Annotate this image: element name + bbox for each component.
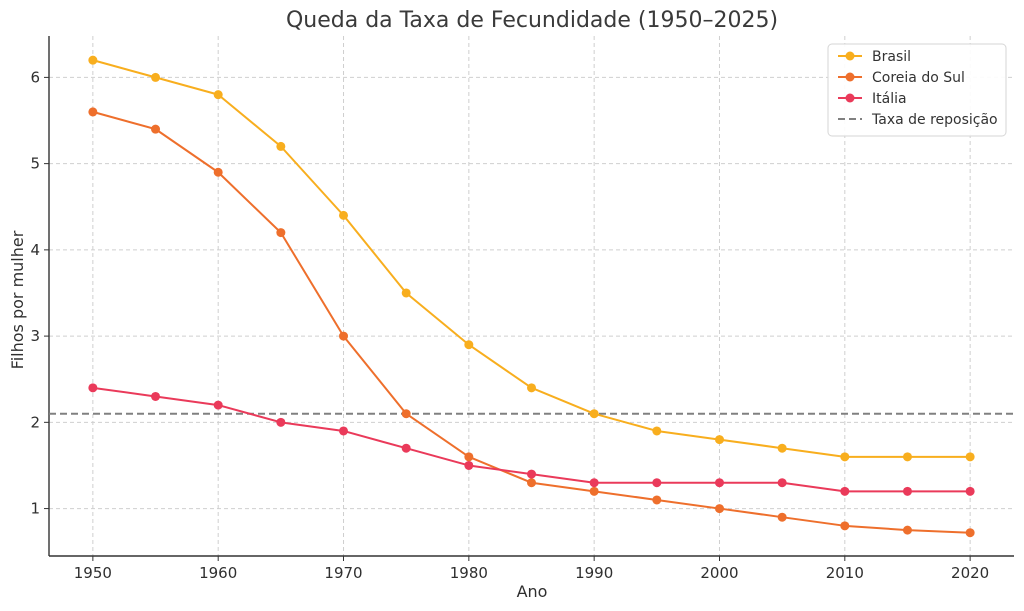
data-point-italia bbox=[339, 426, 349, 436]
data-point-coreia-do-sul bbox=[213, 167, 223, 177]
x-axis-label: Ano bbox=[517, 582, 548, 601]
data-point-italia bbox=[652, 478, 662, 488]
data-point-coreia-do-sul bbox=[652, 495, 662, 505]
data-point-italia bbox=[527, 469, 536, 479]
y-tick-label: 5 bbox=[30, 155, 40, 173]
data-point-italia bbox=[401, 443, 411, 453]
data-point-brasil bbox=[151, 72, 161, 82]
data-point-brasil bbox=[339, 210, 349, 220]
data-point-coreia-do-sul bbox=[88, 107, 98, 117]
data-point-brasil bbox=[777, 443, 787, 453]
data-point-coreia-do-sul bbox=[339, 331, 349, 341]
legend-label-italia: Itália bbox=[872, 91, 907, 107]
data-point-italia bbox=[840, 486, 850, 496]
legend-marker-italia bbox=[845, 93, 855, 103]
y-tick-label: 4 bbox=[30, 241, 40, 259]
chart-title: Queda da Taxa de Fecundidade (1950–2025) bbox=[286, 8, 778, 33]
data-point-italia bbox=[965, 486, 975, 496]
x-tick-label: 1990 bbox=[575, 564, 613, 582]
data-point-coreia-do-sul bbox=[965, 528, 975, 538]
data-point-italia bbox=[902, 486, 912, 496]
x-tick-label: 1970 bbox=[324, 564, 362, 582]
data-point-coreia-do-sul bbox=[902, 525, 912, 535]
data-point-coreia-do-sul bbox=[714, 504, 724, 514]
legend-marker-coreia-do-sul bbox=[845, 72, 855, 82]
y-tick-label: 1 bbox=[30, 500, 40, 518]
data-point-italia bbox=[213, 400, 223, 410]
data-point-coreia-do-sul bbox=[464, 452, 474, 462]
x-tick-label: 1950 bbox=[74, 564, 112, 582]
x-tick-label: 2010 bbox=[826, 564, 864, 582]
x-tick-label: 1960 bbox=[199, 564, 237, 582]
data-point-italia bbox=[777, 478, 787, 488]
legend-label-coreia-do-sul: Coreia do Sul bbox=[872, 70, 965, 86]
data-point-italia bbox=[276, 417, 286, 427]
x-tick-label: 1980 bbox=[450, 564, 488, 582]
data-point-italia bbox=[88, 383, 98, 393]
data-point-coreia-do-sul bbox=[401, 409, 411, 419]
data-point-brasil bbox=[714, 435, 724, 445]
data-point-brasil bbox=[88, 55, 98, 65]
data-point-brasil bbox=[965, 452, 975, 462]
data-point-coreia-do-sul bbox=[276, 228, 286, 238]
data-point-brasil bbox=[527, 383, 536, 393]
y-tick-label: 3 bbox=[30, 327, 40, 345]
data-point-brasil bbox=[840, 452, 850, 462]
y-tick-label: 6 bbox=[30, 68, 40, 86]
data-point-brasil bbox=[902, 452, 912, 462]
data-point-brasil bbox=[464, 340, 474, 350]
y-tick-label: 2 bbox=[30, 413, 40, 431]
data-point-coreia-do-sul bbox=[151, 124, 161, 134]
legend-label-taxa-de-reposicao: Taxa de reposição bbox=[871, 112, 998, 128]
x-tick-label: 2000 bbox=[700, 564, 738, 582]
x-tick-label: 2020 bbox=[951, 564, 989, 582]
legend: Brasil Coreia do Sul Itália Taxa de reposiç… bbox=[827, 43, 1007, 137]
data-point-italia bbox=[714, 478, 724, 488]
legend-label-brasil: Brasil bbox=[872, 49, 911, 65]
data-point-coreia-do-sul bbox=[777, 512, 787, 522]
data-point-brasil bbox=[589, 409, 599, 419]
legend-box bbox=[827, 43, 1007, 137]
data-point-brasil bbox=[401, 288, 411, 298]
data-point-brasil bbox=[213, 90, 223, 100]
data-point-brasil bbox=[652, 426, 662, 436]
data-point-coreia-do-sul bbox=[527, 478, 536, 488]
data-point-italia bbox=[151, 391, 161, 401]
legend-marker-brasil bbox=[845, 51, 855, 61]
data-point-coreia-do-sul bbox=[840, 521, 850, 531]
data-point-italia bbox=[589, 478, 599, 488]
plot-area: 1950 1960 1970 1980 1990 2000 2010 2020 1 2 3 4 5 6 bbox=[30, 36, 1014, 582]
data-point-italia bbox=[464, 460, 474, 470]
y-axis-label: Filhos por mulher bbox=[8, 230, 27, 369]
data-point-coreia-do-sul bbox=[589, 486, 599, 496]
data-point-brasil bbox=[276, 141, 286, 151]
